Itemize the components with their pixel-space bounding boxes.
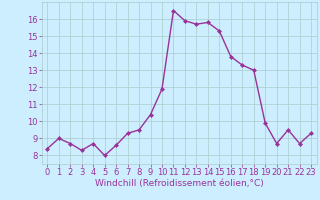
X-axis label: Windchill (Refroidissement éolien,°C): Windchill (Refroidissement éolien,°C)	[95, 179, 264, 188]
